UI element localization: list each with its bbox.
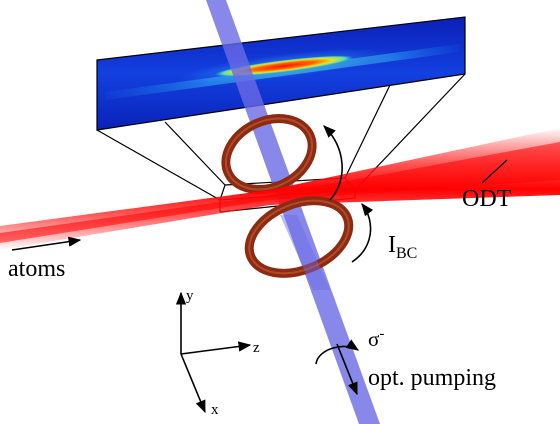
axis-y-label: y [186,288,194,304]
polarization-arrow [315,339,360,365]
optical-pumping-beam-front [280,215,330,290]
coil-current-subscript: BC [396,245,417,262]
axis-x-label: x [211,402,219,418]
sigma-minus-label: σ- [368,326,384,351]
optical-pumping-beam [206,0,380,424]
coil-current-label: IBC [388,232,417,262]
atoms-direction-arrow [11,236,82,251]
axis-z-arrow [180,341,252,355]
upper-coil-highlight [224,117,314,191]
upper-coil-current-arrow [323,125,343,201]
absorption-image [96,16,466,131]
odt-label-pointer [481,159,508,184]
lower-coil-highlight [248,199,350,275]
coordinate-axes [175,291,252,414]
axis-x-arrow [180,353,206,414]
odt-beam [0,128,560,250]
sigma-superscript: - [379,326,384,342]
sigma-symbol: σ [368,327,379,351]
lower-coil-current-arrow [351,202,374,263]
atoms-label: atoms [8,256,65,282]
odt-label: ODT [462,186,512,212]
axis-z-label: z [253,340,260,356]
pumping-direction-arrow [336,343,358,396]
coil-current-symbol: I [388,232,396,258]
optical-pumping-label: opt. pumping [368,365,496,391]
